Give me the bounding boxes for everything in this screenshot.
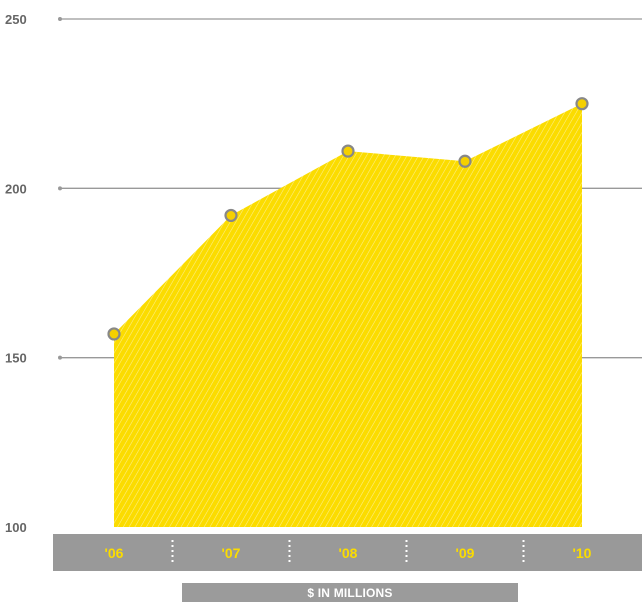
- data-point: [341, 144, 355, 158]
- category-label: '06: [105, 545, 124, 561]
- gridline-dot: [58, 186, 62, 191]
- gridline-dot: [58, 17, 62, 21]
- y-tick-label: 250: [5, 12, 27, 27]
- x-axis-bar: '06 '07 '08 '09 '10: [53, 534, 642, 571]
- data-point: [224, 208, 238, 223]
- y-tick-label: 100: [5, 520, 27, 535]
- gridline-dot: [58, 355, 62, 360]
- y-axis-ticks: 100 150 200 250: [5, 12, 27, 535]
- data-point: [458, 154, 472, 168]
- category-label: '08: [339, 545, 358, 561]
- y-tick-label: 150: [5, 351, 27, 366]
- area-fill: [114, 103, 582, 528]
- data-point: [575, 97, 589, 111]
- data-markers: [107, 97, 589, 341]
- category-label: '07: [222, 545, 241, 561]
- data-point: [107, 327, 121, 341]
- unit-label: $ IN MILLIONS: [182, 583, 518, 602]
- category-label: '10: [573, 545, 592, 561]
- area-series: [114, 103, 582, 528]
- category-label: '09: [456, 545, 475, 561]
- y-tick-label: 200: [5, 181, 27, 196]
- category-bar: [53, 534, 642, 571]
